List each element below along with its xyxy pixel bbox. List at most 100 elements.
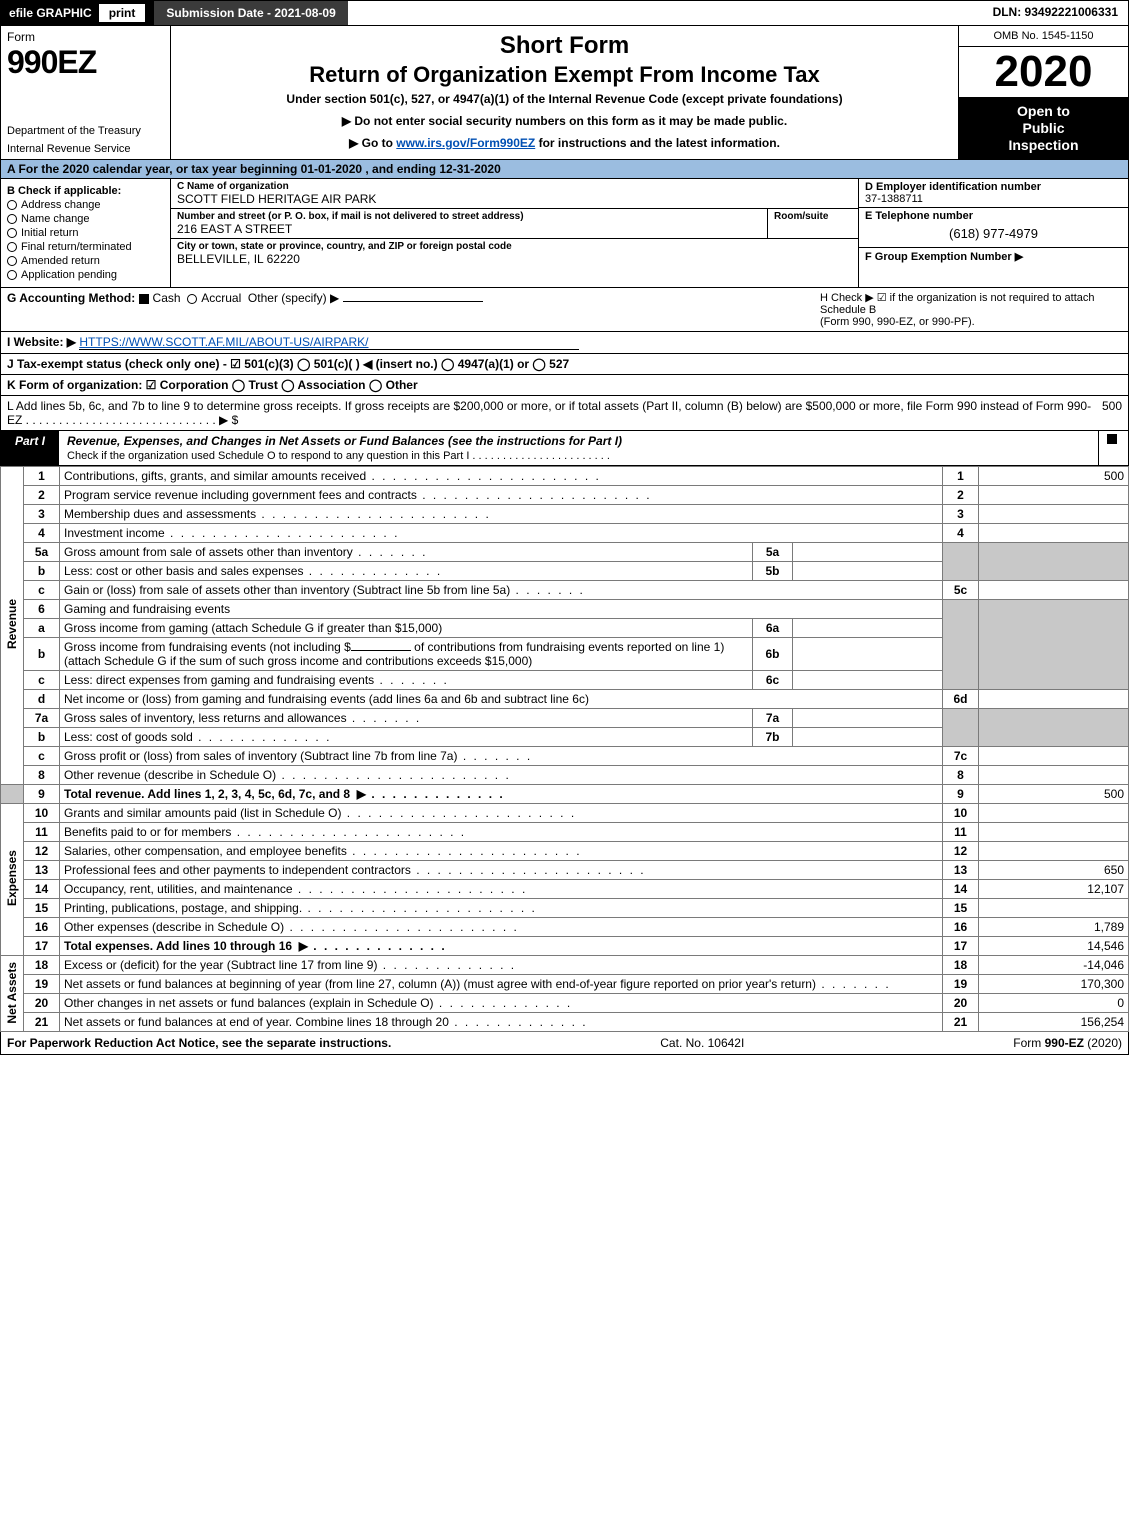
warning-line: ▶ Do not enter social security numbers o… <box>181 114 948 128</box>
efile-graphic-label: efile GRAPHIC print <box>1 1 154 25</box>
line-18: Net Assets 18Excess or (deficit) for the… <box>1 956 1129 975</box>
chk-amended-return[interactable]: Amended return <box>7 255 164 267</box>
header-middle: Short Form Return of Organization Exempt… <box>171 26 958 159</box>
line-15: 15Printing, publications, postage, and s… <box>1 899 1129 918</box>
phone-cell: E Telephone number (618) 977-4979 <box>859 208 1128 248</box>
part1-checkbox[interactable] <box>1098 431 1128 465</box>
form-number: 990EZ <box>7 44 164 81</box>
goto-line: ▶ Go to www.irs.gov/Form990EZ for instru… <box>181 136 948 150</box>
inspect-3: Inspection <box>963 137 1124 154</box>
subtitle: Under section 501(c), 527, or 4947(a)(1)… <box>181 92 948 106</box>
room-cell: Room/suite <box>768 209 858 238</box>
inspect-1: Open to <box>963 103 1124 120</box>
title-return: Return of Organization Exempt From Incom… <box>181 62 948 88</box>
chk-final-return[interactable]: Final return/terminated <box>7 241 164 253</box>
line-5a: 5aGross amount from sale of assets other… <box>1 543 1129 562</box>
footer-right: Form 990-EZ (2020) <box>1013 1036 1122 1050</box>
website-link[interactable]: HTTPS://WWW.SCOTT.AF.MIL/ABOUT-US/AIRPAR… <box>79 335 579 350</box>
part1-sub: Check if the organization used Schedule … <box>67 450 610 462</box>
dln-label: DLN: 93492221006331 <box>983 1 1128 25</box>
header-left: Form 990EZ Department of the Treasury In… <box>1 26 171 159</box>
efile-label: efile GRAPHIC <box>9 6 92 20</box>
line-14: 14Occupancy, rent, utilities, and mainte… <box>1 880 1129 899</box>
city-label: City or town, state or province, country… <box>177 241 852 252</box>
chk-address-change[interactable]: Address change <box>7 199 164 211</box>
inspect-2: Public <box>963 120 1124 137</box>
row-j: J Tax-exempt status (check only one) - ☑… <box>0 354 1129 375</box>
box-c: C Name of organization SCOTT FIELD HERIT… <box>171 179 858 287</box>
l-value: 500 <box>1102 399 1122 413</box>
org-name-value: SCOTT FIELD HERITAGE AIR PARK <box>177 192 852 206</box>
street-row: Number and street (or P. O. box, if mail… <box>171 209 858 239</box>
part1-title: Revenue, Expenses, and Changes in Net As… <box>59 431 1098 465</box>
row-a-tax-year: A For the 2020 calendar year, or tax yea… <box>0 160 1129 179</box>
group-exemption-label: F Group Exemption Number ▶ <box>865 251 1023 263</box>
line-12: 12Salaries, other compensation, and empl… <box>1 842 1129 861</box>
row-g-h: G Accounting Method: Cash Accrual Other … <box>0 288 1129 332</box>
ein-label: D Employer identification number <box>865 181 1122 193</box>
line-16: 16Other expenses (describe in Schedule O… <box>1 918 1129 937</box>
line-21: 21Net assets or fund balances at end of … <box>1 1013 1129 1032</box>
chk-application-pending[interactable]: Application pending <box>7 269 164 281</box>
row-g: G Accounting Method: Cash Accrual Other … <box>7 291 483 305</box>
top-bar: efile GRAPHIC print Submission Date - 20… <box>0 0 1129 26</box>
title-short-form: Short Form <box>181 32 948 60</box>
room-label: Room/suite <box>774 211 852 222</box>
g-label: G Accounting Method: <box>7 291 135 305</box>
footer-mid: Cat. No. 10642I <box>660 1036 744 1050</box>
h-line1: H Check ▶ ☑ if the organization is not r… <box>820 291 1122 316</box>
form-header: Form 990EZ Department of the Treasury In… <box>0 26 1129 160</box>
l-text: L Add lines 5b, 6c, and 7b to line 9 to … <box>7 399 1099 427</box>
chk-cash[interactable] <box>139 294 149 304</box>
line-2: 2Program service revenue including gover… <box>1 486 1129 505</box>
group-exemption-cell: F Group Exemption Number ▶ <box>859 248 1128 287</box>
irs-link[interactable]: www.irs.gov/Form990EZ <box>396 136 535 150</box>
part1-header: Part I Revenue, Expenses, and Changes in… <box>0 431 1129 466</box>
street-label: Number and street (or P. O. box, if mail… <box>177 211 761 222</box>
goto-post: for instructions and the latest informat… <box>535 136 780 150</box>
line-7c: cGross profit or (loss) from sales of in… <box>1 747 1129 766</box>
print-button[interactable]: print <box>98 3 147 23</box>
line-5c: cGain or (loss) from sale of assets othe… <box>1 581 1129 600</box>
ein-value: 37-1388711 <box>865 193 1122 205</box>
part1-tag: Part I <box>1 431 59 465</box>
chk-name-change[interactable]: Name change <box>7 213 164 225</box>
omb-number: OMB No. 1545-1150 <box>959 26 1128 47</box>
row-i: I Website: ▶ HTTPS://WWW.SCOTT.AF.MIL/AB… <box>0 332 1129 354</box>
form-word: Form <box>7 30 164 44</box>
row-h: H Check ▶ ☑ if the organization is not r… <box>812 291 1122 328</box>
k-text: K Form of organization: ☑ Corporation ◯ … <box>7 378 418 392</box>
line-11: 11Benefits paid to or for members11 <box>1 823 1129 842</box>
j-text: J Tax-exempt status (check only one) - ☑… <box>7 357 569 371</box>
box-def: D Employer identification number 37-1388… <box>858 179 1128 287</box>
open-to-public: Open to Public Inspection <box>959 97 1128 159</box>
line-13: 13Professional fees and other payments t… <box>1 861 1129 880</box>
line-9: 9Total revenue. Add lines 1, 2, 3, 4, 5c… <box>1 785 1129 804</box>
footer-left: For Paperwork Reduction Act Notice, see … <box>7 1036 391 1050</box>
netassets-label: Net Assets <box>1 956 24 1032</box>
i-label: I Website: ▶ <box>7 335 76 349</box>
part1-table: Revenue 1 Contributions, gifts, grants, … <box>0 466 1129 1032</box>
line-3: 3Membership dues and assessments3 <box>1 505 1129 524</box>
line-8: 8Other revenue (describe in Schedule O)8 <box>1 766 1129 785</box>
revenue-label: Revenue <box>1 467 24 785</box>
department-label: Department of the Treasury <box>7 125 164 137</box>
irs-label: Internal Revenue Service <box>7 143 164 155</box>
box-b: B Check if applicable: Address change Na… <box>1 179 171 287</box>
topbar-spacer <box>348 1 983 25</box>
row-l: L Add lines 5b, 6c, and 7b to line 9 to … <box>0 396 1129 431</box>
line-7a: 7aGross sales of inventory, less returns… <box>1 709 1129 728</box>
submission-date-label: Submission Date - 2021-08-09 <box>154 1 347 25</box>
org-name-cell: C Name of organization SCOTT FIELD HERIT… <box>171 179 858 209</box>
other-specify-input[interactable] <box>343 301 483 302</box>
line-19: 19Net assets or fund balances at beginni… <box>1 975 1129 994</box>
chk-initial-return[interactable]: Initial return <box>7 227 164 239</box>
page-footer: For Paperwork Reduction Act Notice, see … <box>0 1032 1129 1055</box>
line-6d: dNet income or (loss) from gaming and fu… <box>1 690 1129 709</box>
street-cell: Number and street (or P. O. box, if mail… <box>171 209 768 238</box>
line-4: 4Investment income4 <box>1 524 1129 543</box>
phone-value: (618) 977-4979 <box>865 222 1122 245</box>
chk-accrual[interactable] <box>187 294 197 304</box>
city-value: BELLEVILLE, IL 62220 <box>177 252 852 266</box>
line-10: Expenses 10Grants and similar amounts pa… <box>1 804 1129 823</box>
